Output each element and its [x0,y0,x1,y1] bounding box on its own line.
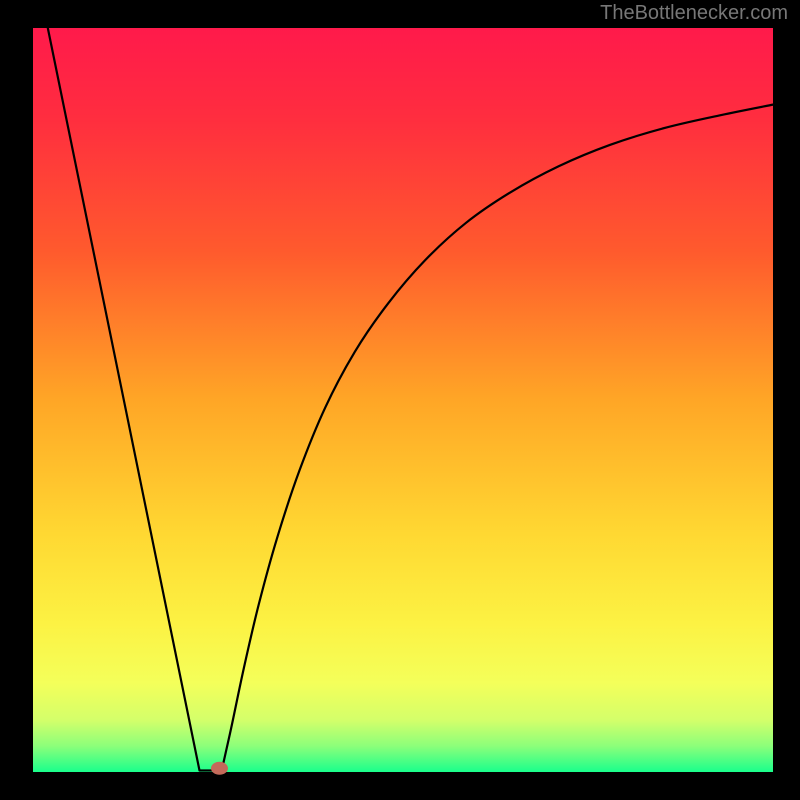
attribution-label: TheBottlenecker.com [600,2,788,25]
chart-container: TheBottlenecker.com [0,0,800,800]
plot-background [33,28,773,772]
minimum-marker [211,762,227,774]
bottleneck-chart [0,0,800,800]
